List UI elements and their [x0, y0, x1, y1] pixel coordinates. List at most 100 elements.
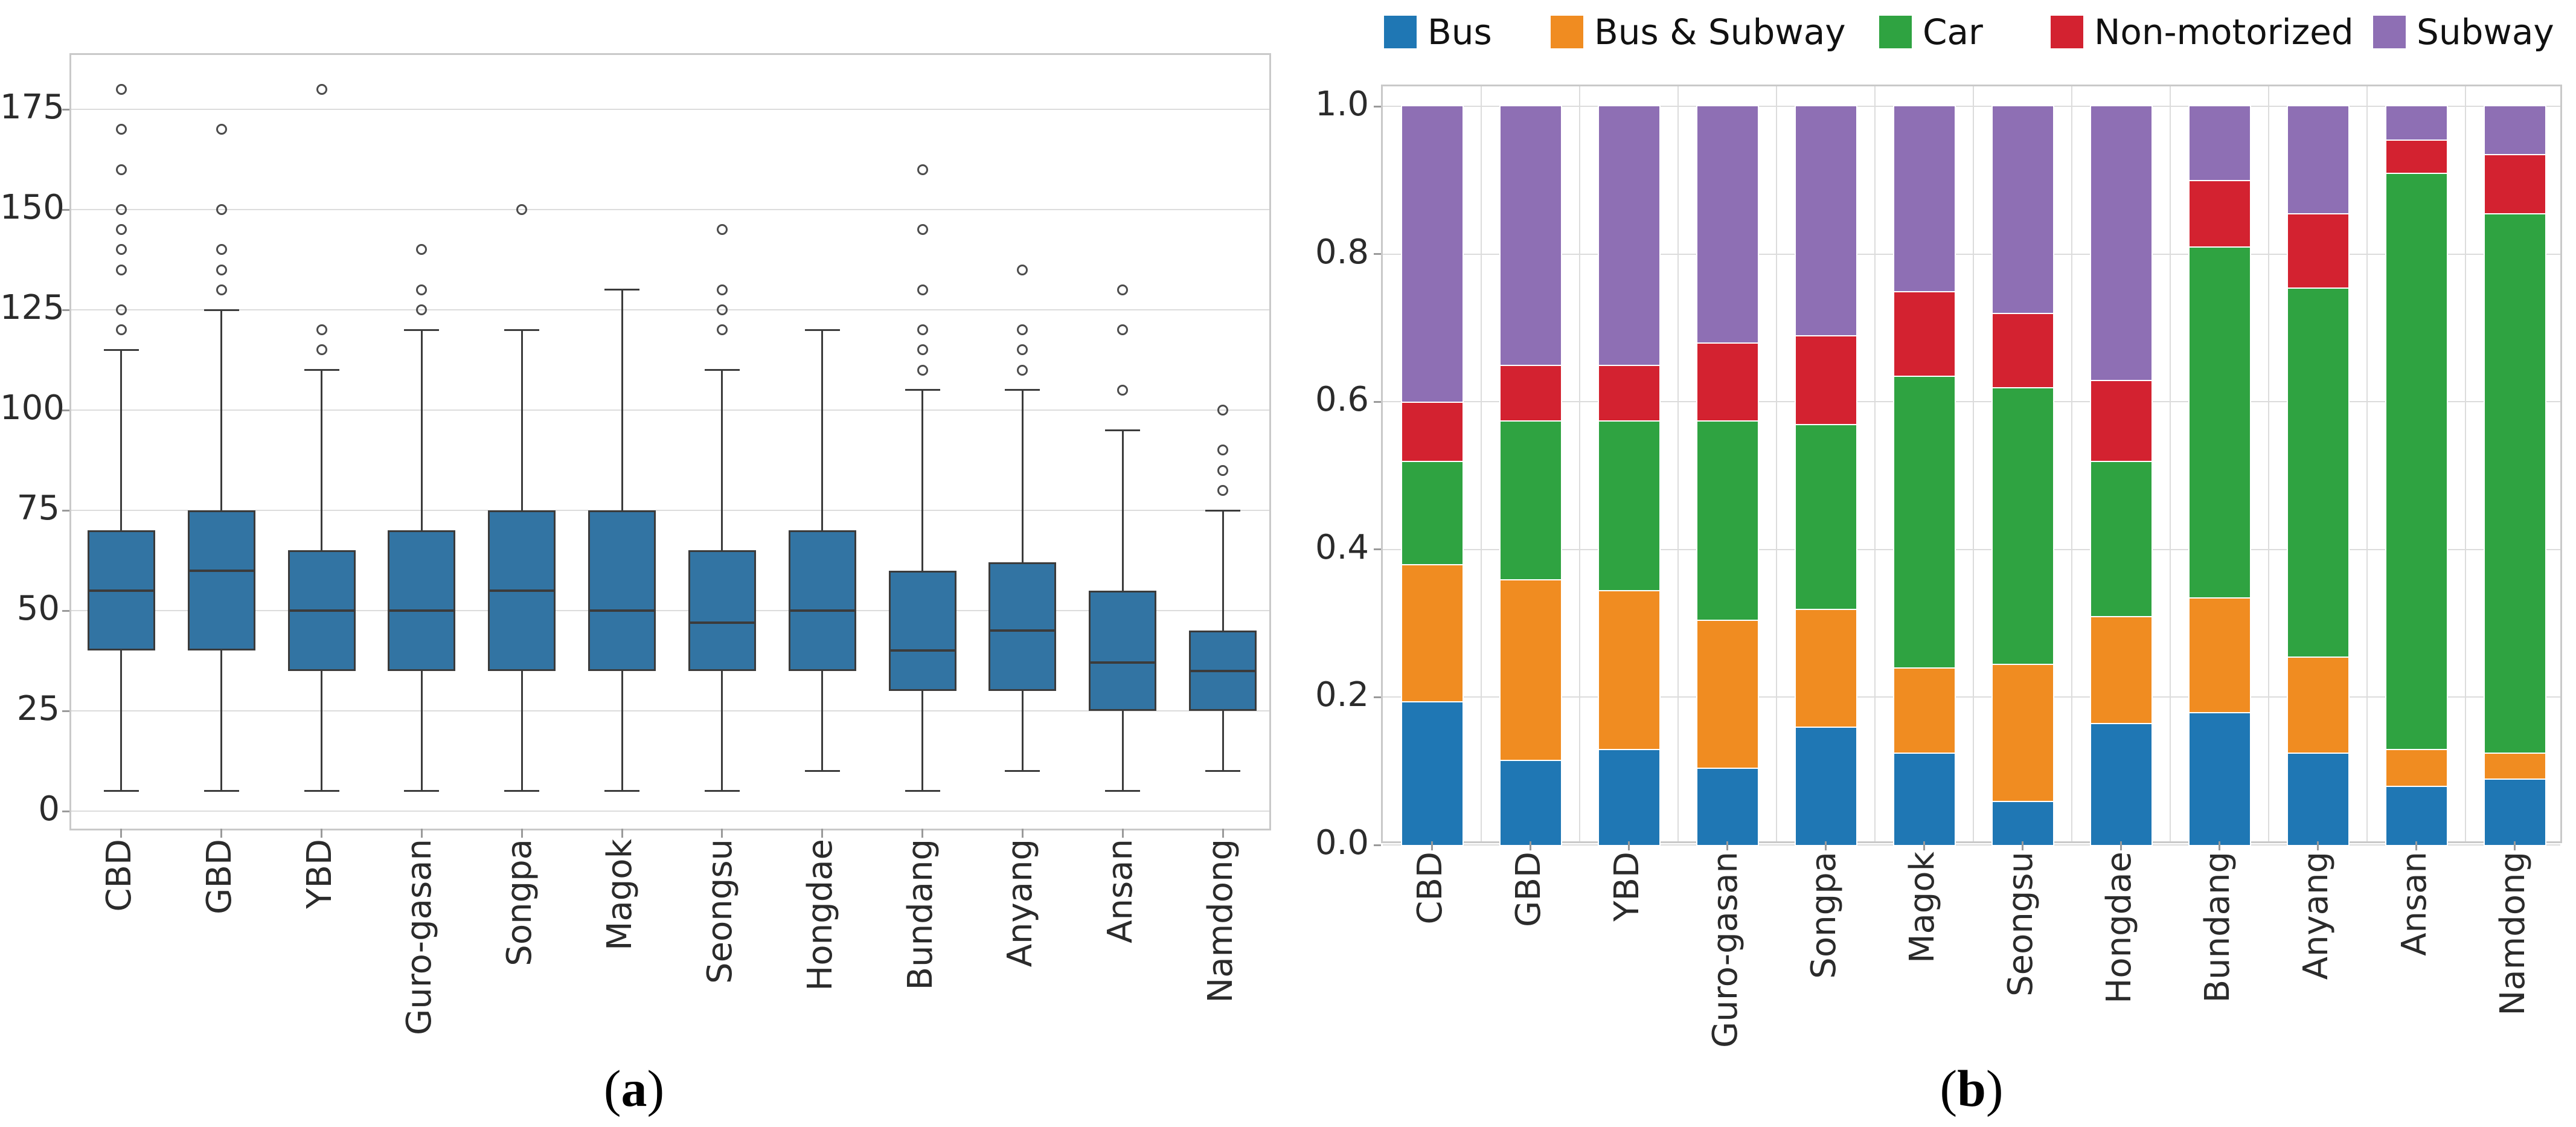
bar-segment-bus	[1991, 799, 2054, 846]
bar-segment-bus-subway	[1696, 618, 1759, 769]
gridline-y	[71, 109, 1269, 110]
whisker-cap-lower	[203, 790, 239, 792]
legend-label: Subway	[2417, 11, 2554, 53]
x-tick-label-text: Magok	[600, 839, 640, 951]
whisker-upper	[120, 350, 123, 531]
bar-segment-subway	[1991, 104, 2054, 315]
whisker-cap-upper	[1205, 509, 1241, 512]
outlier-point	[1117, 324, 1129, 336]
y-tick-label: 0.0	[1315, 823, 1369, 862]
gridline-x	[1677, 86, 1679, 841]
whisker-upper	[1222, 510, 1224, 631]
y-tick-label: 75	[16, 489, 60, 528]
x-tick-label-text: Anyang	[1001, 839, 1040, 968]
box-median	[1091, 661, 1155, 664]
bar-segment-car	[1794, 422, 1857, 610]
whisker-cap-upper	[103, 348, 139, 351]
whisker-upper	[821, 330, 824, 531]
x-tick-label-text: Guro-gasan	[1705, 852, 1745, 1048]
whisker-cap-upper	[504, 329, 540, 331]
legend-label: Car	[1923, 11, 1983, 53]
x-tick	[1431, 841, 1433, 850]
bar-segment-bus	[1696, 766, 1759, 846]
gridline-x	[2268, 86, 2269, 841]
outlier-point	[1117, 384, 1129, 396]
outlier-point	[716, 224, 728, 236]
x-tick	[2219, 841, 2220, 850]
outlier-point	[1017, 264, 1028, 275]
whisker-upper	[921, 390, 924, 571]
box	[688, 550, 756, 671]
bar-segment-non-motorized	[2385, 138, 2448, 175]
outlier-point	[216, 124, 227, 135]
y-tick-label: 1.0	[1315, 85, 1369, 124]
bar-segment-bus	[1892, 751, 1956, 846]
box-median	[1191, 669, 1255, 672]
gridline-y	[71, 510, 1269, 511]
bar-segment-subway	[1597, 104, 1661, 367]
x-tick-label-text: Seongsu	[2001, 852, 2040, 997]
outlier-point	[216, 244, 227, 255]
box	[888, 570, 956, 691]
gridline-x	[2465, 86, 2466, 841]
whisker-cap-lower	[304, 790, 339, 792]
whisker-lower	[1222, 711, 1224, 771]
x-tick-label-text: Guro-gasan	[400, 839, 440, 1036]
outlier-point	[216, 284, 227, 295]
x-tick	[621, 829, 623, 838]
outlier-point	[216, 264, 227, 275]
outlier-point	[115, 83, 127, 95]
bar-segment-bus	[2188, 710, 2251, 846]
outlier-point	[115, 224, 127, 236]
whisker-lower	[621, 670, 623, 791]
outlier-point	[917, 364, 928, 376]
legend-swatch	[1551, 16, 1583, 48]
gridline-x	[1874, 86, 1876, 841]
whisker-cap-lower	[103, 790, 139, 792]
x-tick-label-text: Namdong	[2493, 852, 2533, 1016]
y-tick-label: 50	[16, 589, 60, 628]
outlier-point	[1217, 484, 1229, 496]
outlier-point	[716, 284, 728, 295]
whisker-lower	[420, 670, 423, 791]
bar-segment-bus-subway	[1991, 663, 2054, 802]
stacked-bar-axes	[1374, 85, 2562, 850]
whisker-cap-upper	[304, 369, 339, 371]
y-tick	[62, 108, 69, 111]
gridline-y	[71, 309, 1269, 310]
legend-swatch	[1879, 16, 1912, 48]
outlier-point	[115, 324, 127, 336]
legend-label: Bus	[1427, 11, 1492, 53]
whisker-cap-lower	[704, 790, 740, 792]
whisker-cap-lower	[804, 770, 840, 772]
bar-segment-bus	[1400, 699, 1464, 846]
whisker-cap-lower	[404, 790, 440, 792]
bar-segment-non-motorized	[1597, 364, 1661, 422]
gridline-x	[1579, 86, 1580, 841]
whisker-cap-upper	[404, 329, 440, 331]
gridline-y	[71, 710, 1269, 711]
bar-segment-bus-subway	[1794, 607, 1857, 728]
box	[788, 530, 856, 671]
outlier-point	[316, 324, 327, 336]
x-tick	[1021, 829, 1024, 838]
x-tick-label-text: GBD	[199, 839, 239, 914]
outlier-point	[917, 324, 928, 336]
x-tick-label-text: Bundang	[900, 839, 940, 991]
x-tick-label-text: Anyang	[2296, 852, 2336, 980]
y-tick	[62, 609, 69, 612]
bar-segment-car	[2089, 460, 2153, 617]
bar-segment-non-motorized	[2089, 378, 2153, 463]
whisker-lower	[220, 650, 223, 791]
outlier-point	[1217, 445, 1229, 456]
y-tick-label: 0.2	[1315, 675, 1369, 715]
box-median	[690, 621, 754, 624]
bar-segment-car	[1400, 460, 1464, 566]
whisker-upper	[220, 310, 223, 510]
x-tick	[1726, 841, 1728, 850]
box-median	[890, 649, 955, 652]
legend-swatch	[1384, 16, 1417, 48]
outlier-point	[316, 83, 327, 95]
bar-segment-subway	[2483, 104, 2546, 156]
